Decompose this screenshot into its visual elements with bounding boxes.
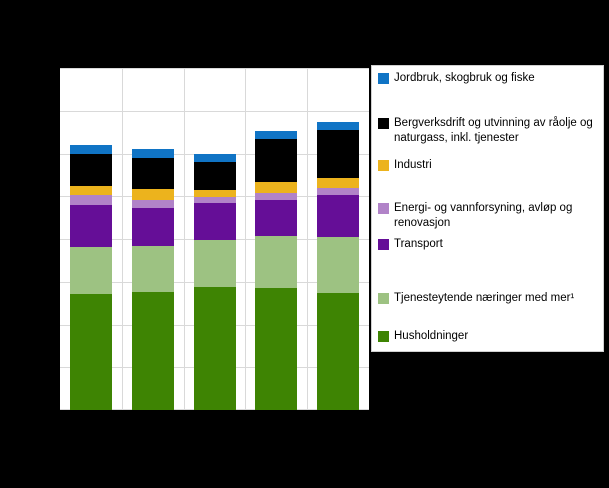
legend-item-label: Industri xyxy=(394,159,432,171)
bar-segment xyxy=(69,247,112,294)
bar-segment xyxy=(69,205,112,248)
bar-segment xyxy=(69,153,112,186)
dark-purple-square-legend-swatch-icon xyxy=(378,239,389,250)
stacked-bar xyxy=(255,68,298,410)
bar-segment xyxy=(69,293,112,410)
bar-segment xyxy=(317,237,360,293)
bar-segment xyxy=(317,121,360,131)
legend-item: Energi- og vannforsyning, avløp og renov… xyxy=(378,201,601,237)
legend-box: Jordbruk, skogbruk og fiske Bergverksdrif… xyxy=(371,65,604,352)
light-purple-square-legend-swatch-icon xyxy=(378,203,389,214)
bar-segment xyxy=(255,182,298,193)
bar-segment xyxy=(317,292,360,410)
bar-segment xyxy=(193,240,236,287)
bar-segment xyxy=(193,197,236,203)
bar-segment xyxy=(255,139,298,183)
bar-segment xyxy=(255,199,298,237)
bar-segment xyxy=(131,199,174,209)
bar-segment xyxy=(131,149,174,158)
bar-segment xyxy=(255,192,298,200)
legend-item: Industri xyxy=(378,158,601,201)
vertical-gridline xyxy=(183,68,185,410)
bar-segment xyxy=(255,130,298,140)
legend-item-label: Energi- og vannforsyning, avløp og renov… xyxy=(394,202,573,229)
bar-segment xyxy=(131,292,174,410)
bar-segment xyxy=(255,287,298,410)
vertical-gridline xyxy=(245,68,247,410)
legend-item-label: Jordbruk, skogbruk og fiske xyxy=(394,72,535,84)
stacked-bar xyxy=(317,68,360,410)
bar-segment xyxy=(69,185,112,196)
legend-item: Transport xyxy=(378,237,601,291)
bar-segment xyxy=(255,236,298,288)
legend-item-label: Bergverksdrift og utvinning av råolje og… xyxy=(394,117,593,144)
stacked-bar xyxy=(193,68,236,410)
plot-area xyxy=(60,68,369,410)
bar-segment xyxy=(317,195,360,238)
legend-item-label: Husholdninger xyxy=(394,330,469,342)
black-square-legend-swatch-icon xyxy=(378,118,389,129)
bar-segment xyxy=(131,208,174,247)
bar-segment xyxy=(193,202,236,241)
bar-segment xyxy=(131,246,174,293)
light-green-square-legend-swatch-icon xyxy=(378,293,389,304)
stacked-bar xyxy=(69,68,112,410)
legend-item: Jordbruk, skogbruk og fiske xyxy=(378,71,601,116)
bar-segment xyxy=(317,130,360,179)
bar-segment xyxy=(193,161,236,191)
legend-item-label: Tjenesteytende næringer med mer¹ xyxy=(394,292,575,304)
bar-segment xyxy=(69,195,112,206)
vertical-gridline xyxy=(307,68,309,410)
legend-item: Tjenesteytende næringer med mer¹ xyxy=(378,291,601,329)
bar-segment xyxy=(193,190,236,198)
horizontal-gridline xyxy=(60,68,369,69)
yellow-square-legend-swatch-icon xyxy=(378,160,389,171)
bar-segment xyxy=(317,178,360,189)
bar-segment xyxy=(317,188,360,195)
blue-square-legend-swatch-icon xyxy=(378,73,389,84)
legend-item-label: Transport xyxy=(394,238,443,250)
bar-segment xyxy=(193,153,236,162)
stacked-bar xyxy=(131,68,174,410)
bar-segment xyxy=(131,188,174,200)
legend-item: Bergverksdrift og utvinning av råolje og… xyxy=(378,116,601,158)
bar-segment xyxy=(131,157,174,189)
bar-segment xyxy=(193,286,236,410)
dark-green-square-legend-swatch-icon xyxy=(378,331,389,342)
legend-item: Husholdninger xyxy=(378,329,601,351)
vertical-gridline xyxy=(121,68,123,410)
horizontal-gridline xyxy=(60,110,369,112)
bar-segment xyxy=(69,144,112,154)
